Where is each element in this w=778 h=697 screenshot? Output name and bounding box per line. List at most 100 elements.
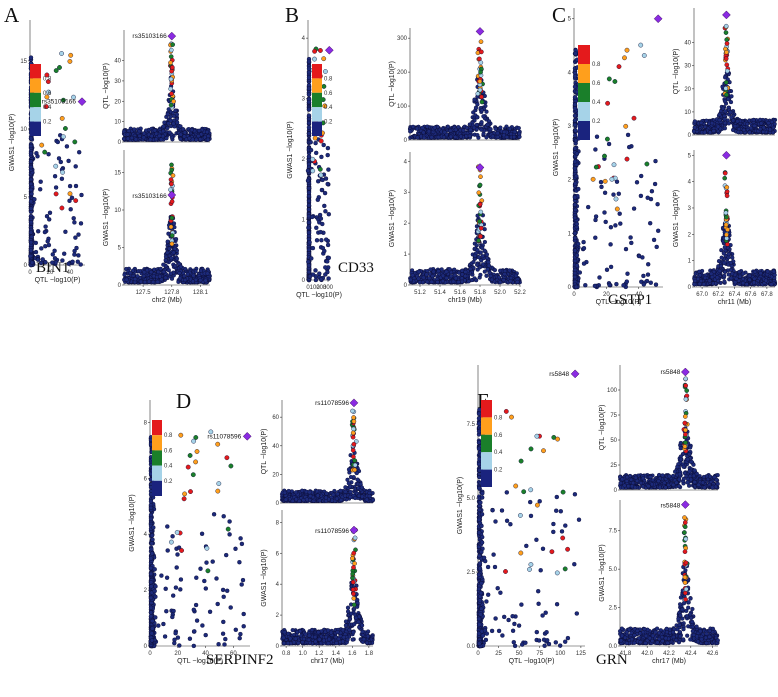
gwas-point — [190, 279, 195, 284]
compare-point — [47, 217, 52, 222]
legend-swatch — [312, 92, 322, 108]
compare-point — [573, 128, 578, 133]
compare-point — [614, 281, 619, 287]
gwas-B-ytick-label: 3 — [404, 190, 408, 196]
compare-ld-point — [318, 138, 324, 144]
gwas-point — [477, 265, 482, 270]
qtl-point — [178, 136, 183, 142]
compare-point — [306, 86, 312, 91]
compare-point — [322, 190, 328, 196]
compare-point — [306, 198, 312, 204]
gwas-point — [722, 269, 728, 275]
gwas-point — [168, 271, 173, 276]
gwas-point — [701, 282, 706, 287]
compare-ld-point — [624, 156, 630, 162]
compare-C-ytick-label: 4 — [568, 70, 572, 76]
legend-swatch — [578, 121, 590, 140]
gwas-point — [142, 279, 147, 285]
gwas-point — [424, 272, 429, 277]
compare-ld-point — [609, 176, 615, 182]
gwas-point — [185, 272, 190, 277]
gwas-ld-point — [477, 219, 483, 224]
compare-point — [50, 252, 55, 257]
compare-point — [638, 193, 644, 199]
qtl-point — [722, 120, 728, 126]
compare-point — [308, 147, 314, 153]
ld-legend-A: 0.80.60.40.2 — [30, 64, 52, 136]
gwas-points-A — [122, 162, 212, 285]
gwas-C-ytick-label: 5 — [688, 153, 692, 159]
gwas-point — [697, 269, 702, 274]
compare-ld-point — [72, 139, 78, 145]
compare-point — [576, 241, 581, 247]
gwas-point — [508, 275, 514, 281]
qtl-point — [707, 130, 713, 135]
compare-point — [652, 181, 658, 187]
qtl-point — [498, 125, 503, 130]
gwas-point — [138, 279, 143, 284]
gwas-point — [191, 273, 196, 278]
compare-C-xtick-label: 20 — [603, 292, 610, 298]
compare-point — [28, 240, 34, 245]
qtl-C-ytick-label: 0 — [688, 133, 692, 139]
legend-tick-label: 0.6 — [592, 81, 601, 87]
gwas-point — [141, 273, 146, 279]
compare-point — [594, 134, 600, 139]
compare-point — [599, 184, 604, 190]
compare-point — [628, 235, 633, 240]
compare-point — [654, 244, 659, 250]
gwas-point — [692, 278, 698, 283]
compare-point — [317, 271, 322, 276]
qtl-point — [182, 134, 187, 139]
compare-point — [45, 239, 50, 244]
compare-point — [313, 268, 318, 273]
compare-point — [28, 151, 34, 156]
gwas-point — [447, 267, 452, 272]
gwas-point — [502, 272, 507, 277]
compare-ld-point — [638, 42, 644, 48]
compare-point — [307, 240, 312, 245]
panel-letter-B: B — [285, 3, 299, 27]
qtl-C-ytick-label: 20 — [684, 87, 691, 93]
gwas-B-xlabel: chr19 (Mb) — [448, 297, 482, 304]
gwas-point — [771, 269, 776, 274]
qtl-point — [475, 133, 480, 138]
qtl-point — [467, 133, 472, 138]
legend-swatch — [30, 92, 41, 108]
qtl-points-B — [408, 27, 522, 140]
qtl-point — [759, 121, 764, 126]
legend-tick-label: 0.6 — [43, 91, 52, 97]
compare-ld-point — [310, 168, 316, 174]
compare-point — [592, 283, 598, 289]
compare-point — [581, 239, 586, 245]
qtl-A-ytick-label: 40 — [114, 59, 121, 65]
qtl-ld-point — [723, 30, 729, 35]
gwas-ld-point — [477, 201, 483, 207]
gwas-point — [481, 262, 486, 267]
legend-tick-label: 0.2 — [592, 119, 601, 125]
qtl-point — [747, 130, 752, 135]
compare-point — [309, 256, 314, 261]
compare-point — [326, 167, 331, 172]
qtl-point — [162, 120, 167, 125]
legend-swatch — [578, 102, 590, 121]
compare-point — [608, 264, 614, 270]
gwas-B-ylabel: GWAS1 −log10(P) — [389, 190, 396, 248]
panel-letter-D: D — [176, 389, 191, 413]
compare-point — [309, 214, 315, 220]
compare-point — [627, 144, 632, 150]
gwas-point — [444, 269, 449, 274]
compare-point — [306, 92, 312, 97]
qtl-ld-point — [723, 86, 729, 91]
compare-point — [617, 211, 622, 216]
compare-point — [625, 132, 631, 138]
gwas-point — [167, 246, 172, 251]
compare-point — [33, 249, 39, 255]
compare-C-ylabel: GWAS1 −log10(P) — [553, 119, 560, 177]
compare-A-ytick-label: 15 — [20, 59, 27, 65]
compare-point — [46, 242, 52, 248]
compare-B-xlabel: QTL −log10(P) — [296, 292, 342, 299]
legend-swatch — [578, 64, 590, 83]
qtl-A-ytick-label: 0 — [118, 140, 122, 146]
qtl-point — [722, 113, 727, 119]
